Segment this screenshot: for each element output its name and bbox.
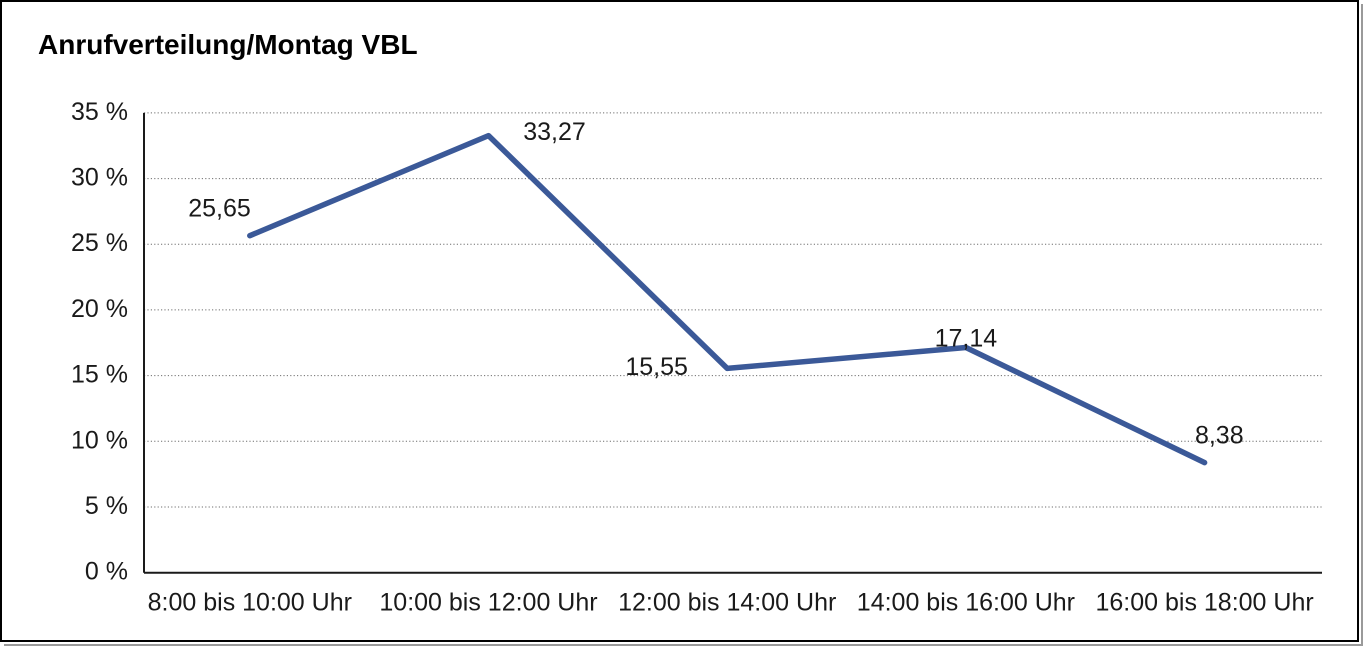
svg-text:35 %: 35 % (71, 98, 128, 126)
svg-text:25 %: 25 % (71, 229, 128, 257)
svg-text:5 %: 5 % (85, 492, 128, 520)
svg-text:10 %: 10 % (71, 426, 128, 454)
svg-text:14:00 bis 16:00 Uhr: 14:00 bis 16:00 Uhr (857, 589, 1075, 617)
svg-text:16:00 bis 18:00 Uhr: 16:00 bis 18:00 Uhr (1095, 589, 1313, 617)
svg-text:15,55: 15,55 (625, 353, 688, 381)
svg-text:33,27: 33,27 (523, 118, 586, 146)
svg-text:25,65: 25,65 (188, 194, 251, 222)
svg-text:12:00 bis 14:00 Uhr: 12:00 bis 14:00 Uhr (618, 589, 836, 617)
svg-text:0 %: 0 % (85, 558, 128, 586)
svg-text:15 %: 15 % (71, 361, 128, 389)
svg-text:30 %: 30 % (71, 164, 128, 192)
svg-text:10:00 bis 12:00 Uhr: 10:00 bis 12:00 Uhr (379, 589, 597, 617)
svg-text:8:00 bis 10:00 Uhr: 8:00 bis 10:00 Uhr (148, 589, 352, 617)
svg-text:8,38: 8,38 (1195, 422, 1244, 450)
svg-text:20 %: 20 % (71, 295, 128, 323)
svg-text:17,14: 17,14 (935, 325, 998, 353)
